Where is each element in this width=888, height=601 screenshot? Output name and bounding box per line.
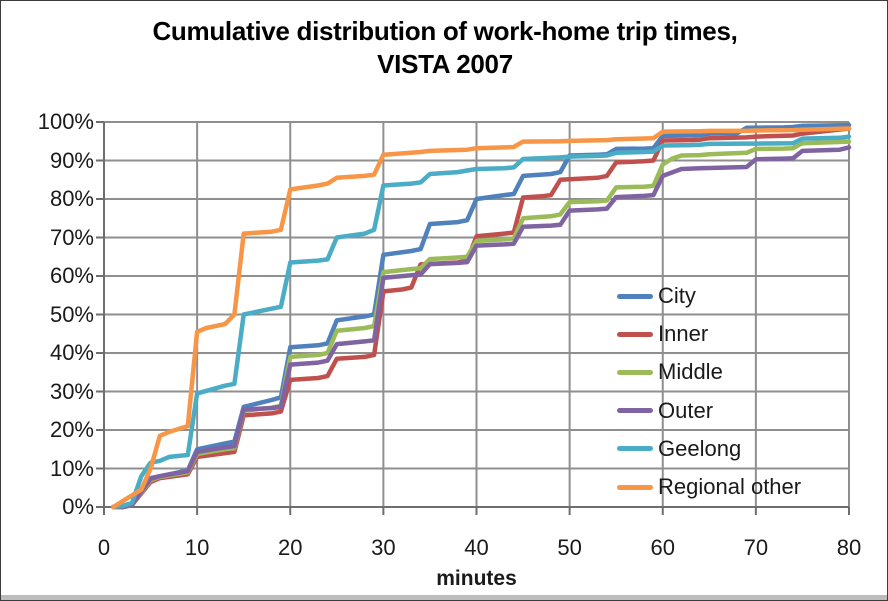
legend-item-inner: Inner (617, 315, 801, 353)
chart-title-line2: VISTA 2007 (377, 49, 513, 79)
x-tick-label: 50 (557, 535, 582, 560)
legend-swatch-middle (617, 369, 653, 375)
legend-item-regional-other: Regional other (617, 468, 801, 506)
x-tick-label: 70 (743, 535, 769, 560)
x-tick-label: 10 (184, 535, 210, 560)
x-tick-label: 60 (650, 535, 675, 560)
y-tick-label: 60% (49, 263, 94, 288)
y-tick-label: 50% (49, 301, 94, 327)
legend-item-city: City (617, 277, 801, 315)
series-line-geelong (111, 134, 852, 510)
legend-swatch-inner (617, 331, 653, 337)
legend-item-outer: Outer (617, 392, 801, 430)
chart-title-line1: Cumulative distribution of work-home tri… (152, 16, 738, 46)
y-tick-label: 20% (49, 417, 94, 442)
x-tick-label: 0 (97, 535, 111, 560)
series-line-regional-other (111, 126, 852, 510)
y-tick-label: 0% (62, 494, 94, 519)
y-tick-label: 80% (49, 186, 94, 211)
y-tick-label: 10% (49, 455, 94, 481)
y-tick-label: 100% (37, 109, 94, 134)
series-line-city (111, 122, 852, 510)
y-tick-label: 40% (49, 340, 94, 365)
legend-label: Middle (658, 359, 723, 385)
legend: City Inner Middle Outer Geelong Regional othe… (617, 277, 801, 506)
y-tick-label: 70% (49, 224, 94, 250)
legend-label: Outer (658, 397, 714, 423)
y-tick-label: 30% (49, 378, 94, 404)
legend-label: Regional other (658, 474, 802, 500)
bottom-strip (1, 595, 887, 600)
legend-swatch-city (617, 293, 653, 299)
legend-swatch-outer (617, 408, 653, 414)
x-tick-label: 40 (464, 535, 489, 560)
y-tick-label: 90% (49, 147, 94, 173)
series-line-outer (111, 145, 852, 510)
legend-label: City (658, 283, 696, 309)
x-axis-title: minutes (436, 567, 517, 590)
legend-item-geelong: Geelong (617, 430, 801, 468)
legend-label: Inner (658, 321, 709, 347)
x-tick-label: 80 (836, 535, 862, 560)
legend-item-middle: Middle (617, 353, 801, 391)
x-tick-label: 20 (278, 535, 303, 560)
legend-swatch-geelong (617, 446, 653, 452)
x-tick-label: 30 (371, 535, 396, 560)
legend-swatch-regional-other (617, 484, 653, 490)
legend-label: Geelong (658, 435, 742, 461)
chart-title: Cumulative distribution of work-home tri… (1, 15, 887, 81)
